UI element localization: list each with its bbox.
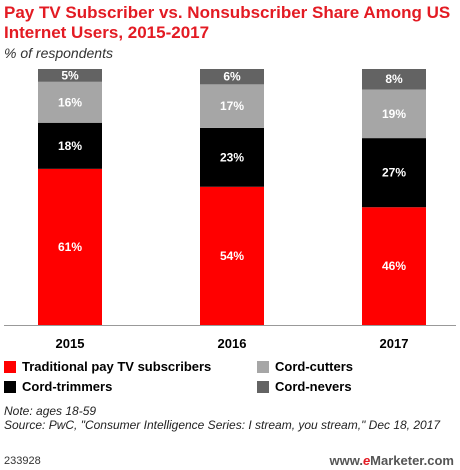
legend-label: Traditional pay TV subscribers: [22, 359, 212, 374]
bar-segment-2015-2: [38, 81, 102, 123]
legend-swatch: [257, 360, 269, 373]
legend-item-cord-nevers: Cord-nevers: [257, 379, 352, 394]
data-label-2017-3: 8%: [385, 72, 403, 86]
chart-title: Pay TV Subscriber vs. Nonsubscriber Shar…: [4, 3, 451, 42]
bar-segment-2015-3: [38, 69, 102, 82]
bar-segment-2016-3: [200, 69, 264, 85]
data-label-2016-1: 23%: [220, 150, 244, 164]
bar-segment-2017-0: [362, 207, 426, 325]
legend-label: Cord-cutters: [275, 359, 354, 374]
bar-segment-2016-0: [200, 186, 264, 325]
legend-label: Cord-nevers: [275, 379, 352, 394]
legend-item-traditional: Traditional pay TV subscribers: [4, 359, 211, 374]
note-text: Note: ages 18-59: [4, 404, 97, 418]
legend-label: Cord-trimmers: [22, 379, 113, 394]
data-label-2016-2: 17%: [220, 99, 244, 113]
bar-segment-2017-2: [362, 89, 426, 139]
bar-segment-2015-0: [38, 168, 102, 325]
bar-segment-2017-1: [362, 138, 426, 208]
category-label-2017: 2017: [380, 336, 409, 351]
data-label-2017-0: 46%: [382, 259, 406, 273]
data-label-2016-0: 54%: [220, 249, 244, 263]
legend-swatch: [4, 380, 16, 393]
data-label-2015-1: 18%: [58, 139, 82, 153]
legend-item-cord-cutters: Cord-cutters: [257, 359, 353, 374]
brand-prefix: www.: [329, 453, 363, 468]
bar-segment-2016-2: [200, 84, 264, 128]
legend-swatch: [4, 360, 16, 373]
source-text: Source: PwC, "Consumer Intelligence Seri…: [4, 418, 441, 432]
emarketer-logo: www.eMarketer.com: [329, 453, 454, 468]
data-label-2015-2: 16%: [58, 95, 82, 109]
legend-item-cord-trimmers: Cord-trimmers: [4, 379, 112, 394]
brand-rest: Marketer.com: [370, 453, 454, 468]
data-label-2015-0: 61%: [58, 240, 82, 254]
brand-e: e: [362, 453, 371, 468]
bar-segment-2016-1: [200, 127, 264, 187]
data-label-2015-3: 5%: [61, 68, 79, 82]
category-label-2015: 2015: [56, 336, 85, 351]
chart-subtitle: % of respondents: [4, 45, 113, 61]
category-label-2016: 2016: [218, 336, 247, 351]
legend: Traditional pay TV subscribers Cord-cutt…: [4, 357, 456, 397]
bar-segment-2015-1: [38, 122, 102, 169]
legend-swatch: [257, 380, 269, 393]
data-label-2017-2: 19%: [382, 107, 406, 121]
stacked-bar-chart: 61% 18% 16% 5% 2015 54% 23% 17% 6% 2016 46% 27% 19% 8…: [4, 68, 456, 351]
chart-id: 233928: [4, 455, 41, 467]
footnote: Note: ages 18-59 Source: PwC, "Consumer …: [4, 404, 456, 432]
data-label-2017-1: 27%: [382, 166, 406, 180]
data-label-2016-3: 6%: [223, 70, 241, 84]
bar-segment-2017-3: [362, 69, 426, 90]
